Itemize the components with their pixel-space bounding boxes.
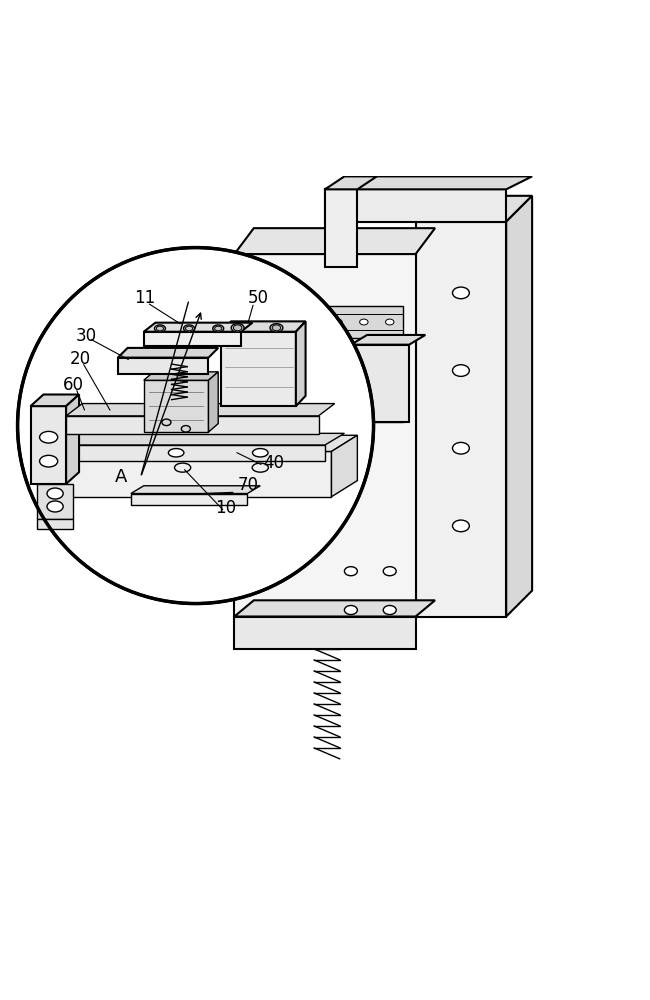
Polygon shape bbox=[325, 176, 532, 189]
Polygon shape bbox=[332, 435, 358, 497]
Ellipse shape bbox=[47, 488, 63, 499]
Ellipse shape bbox=[162, 419, 171, 426]
Polygon shape bbox=[66, 395, 79, 484]
Ellipse shape bbox=[385, 403, 394, 409]
Ellipse shape bbox=[452, 520, 469, 532]
Ellipse shape bbox=[359, 319, 368, 325]
Ellipse shape bbox=[183, 325, 194, 332]
Text: 20: 20 bbox=[70, 350, 90, 368]
Polygon shape bbox=[506, 196, 532, 616]
Polygon shape bbox=[131, 494, 248, 505]
Polygon shape bbox=[37, 519, 73, 529]
Ellipse shape bbox=[168, 449, 184, 457]
Ellipse shape bbox=[258, 300, 275, 312]
Polygon shape bbox=[66, 416, 318, 434]
Polygon shape bbox=[209, 372, 218, 432]
Polygon shape bbox=[31, 395, 79, 406]
Polygon shape bbox=[144, 323, 252, 332]
Ellipse shape bbox=[258, 442, 275, 454]
Circle shape bbox=[18, 248, 374, 604]
Ellipse shape bbox=[155, 325, 166, 332]
Polygon shape bbox=[118, 348, 218, 358]
Polygon shape bbox=[235, 228, 435, 254]
Ellipse shape bbox=[452, 442, 469, 454]
Polygon shape bbox=[351, 335, 425, 345]
Ellipse shape bbox=[385, 319, 394, 325]
Ellipse shape bbox=[384, 567, 396, 576]
Text: 40: 40 bbox=[263, 454, 285, 472]
Ellipse shape bbox=[47, 501, 63, 512]
Polygon shape bbox=[222, 332, 296, 406]
Polygon shape bbox=[47, 451, 332, 497]
Ellipse shape bbox=[258, 520, 275, 532]
Polygon shape bbox=[60, 433, 345, 445]
Ellipse shape bbox=[231, 324, 244, 332]
Ellipse shape bbox=[213, 325, 224, 332]
Polygon shape bbox=[118, 358, 209, 374]
Ellipse shape bbox=[452, 287, 469, 299]
Ellipse shape bbox=[308, 319, 317, 325]
Polygon shape bbox=[144, 380, 209, 432]
Ellipse shape bbox=[344, 605, 358, 615]
Text: 11: 11 bbox=[134, 289, 155, 307]
Text: A: A bbox=[115, 468, 127, 486]
Text: 70: 70 bbox=[238, 476, 259, 494]
Ellipse shape bbox=[333, 403, 342, 409]
Polygon shape bbox=[37, 484, 73, 519]
Polygon shape bbox=[222, 321, 306, 332]
Polygon shape bbox=[144, 332, 241, 346]
Ellipse shape bbox=[258, 371, 275, 383]
Ellipse shape bbox=[181, 426, 190, 432]
Ellipse shape bbox=[270, 324, 283, 332]
Polygon shape bbox=[296, 321, 306, 406]
Ellipse shape bbox=[40, 455, 58, 467]
Ellipse shape bbox=[308, 403, 317, 409]
Polygon shape bbox=[31, 406, 66, 484]
Ellipse shape bbox=[333, 319, 342, 325]
Polygon shape bbox=[235, 616, 415, 649]
Ellipse shape bbox=[359, 403, 368, 409]
Text: 60: 60 bbox=[63, 376, 84, 394]
Polygon shape bbox=[415, 196, 532, 222]
Ellipse shape bbox=[384, 605, 396, 615]
Text: 50: 50 bbox=[248, 289, 268, 307]
Polygon shape bbox=[415, 222, 506, 616]
Polygon shape bbox=[351, 345, 409, 422]
Polygon shape bbox=[292, 390, 402, 422]
Polygon shape bbox=[66, 404, 335, 416]
Text: 30: 30 bbox=[76, 327, 97, 345]
Polygon shape bbox=[131, 486, 260, 494]
Polygon shape bbox=[235, 600, 435, 616]
Text: 10: 10 bbox=[215, 499, 236, 517]
Ellipse shape bbox=[344, 567, 358, 576]
Polygon shape bbox=[60, 445, 325, 461]
Polygon shape bbox=[47, 435, 358, 451]
Polygon shape bbox=[292, 306, 402, 338]
Ellipse shape bbox=[452, 365, 469, 376]
Polygon shape bbox=[325, 189, 358, 267]
Polygon shape bbox=[325, 189, 506, 222]
Polygon shape bbox=[325, 176, 377, 189]
Polygon shape bbox=[144, 372, 218, 380]
Ellipse shape bbox=[40, 431, 58, 443]
Ellipse shape bbox=[252, 449, 268, 457]
Polygon shape bbox=[235, 254, 415, 616]
